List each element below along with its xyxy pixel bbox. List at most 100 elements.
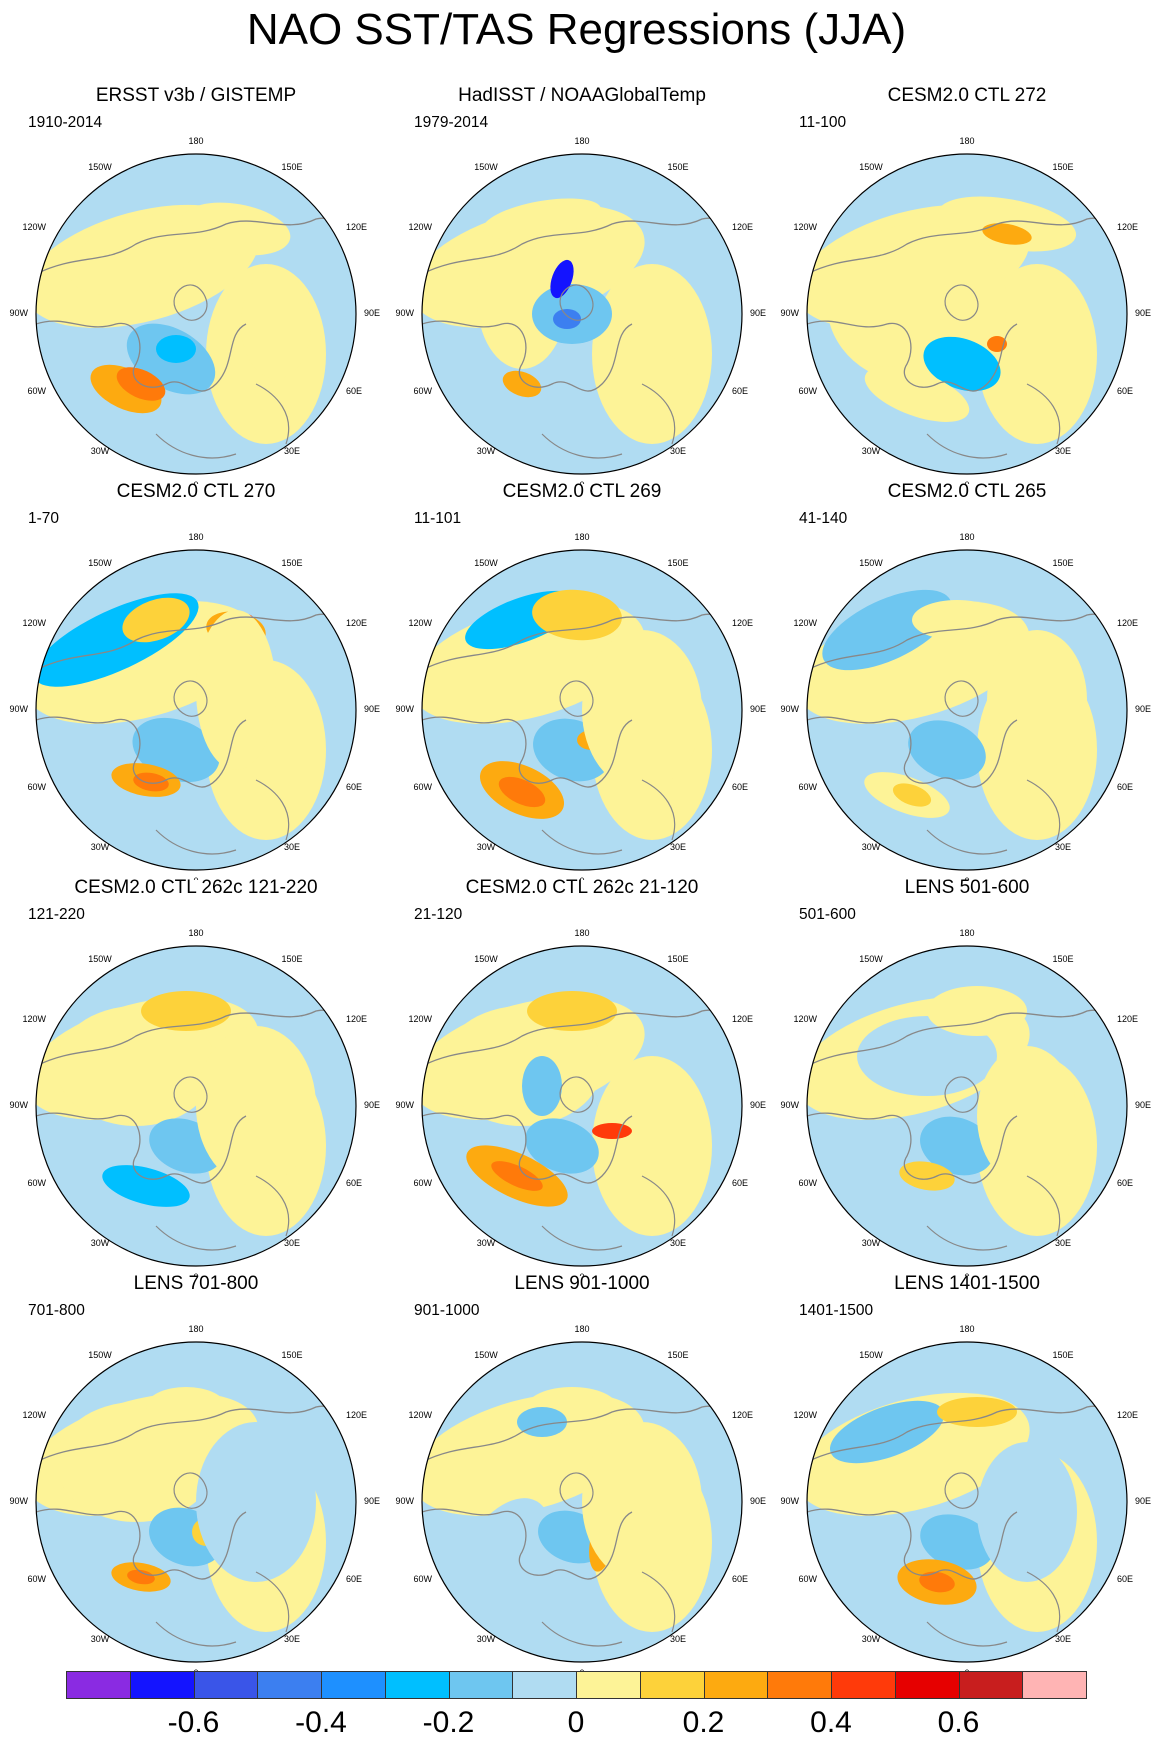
- longitude-label: 30W: [477, 1634, 496, 1644]
- colorbar-swatch: [767, 1671, 832, 1699]
- longitude-label: 60W: [413, 1178, 432, 1188]
- longitude-label: 150E: [281, 1350, 302, 1360]
- panel-years: 1401-1500: [799, 1302, 874, 1319]
- longitude-label: 150W: [474, 1350, 498, 1360]
- coastline: [559, 1076, 594, 1113]
- anomaly-region: [527, 991, 617, 1031]
- colorbar-swatch: [958, 1671, 1024, 1699]
- longitude-label: 30W: [477, 1238, 496, 1248]
- longitude-label: 150W: [859, 954, 883, 964]
- longitude-label: 180: [574, 136, 589, 146]
- polar-map: 180 0 150W 120W 90W 60W 30W 150E 120E 90E 60E 30E: [9, 532, 380, 880]
- longitude-label: 120E: [346, 1410, 367, 1420]
- anomaly-region: [181, 202, 291, 256]
- map-panel: LENS 501-600 501-600 180 0 150W 120W 90W 60W 30W…: [777, 876, 1153, 1276]
- coastline: [422, 613, 742, 671]
- longitude-label: 30E: [670, 842, 686, 852]
- coastline: [559, 1472, 594, 1509]
- longitude-label: 90W: [780, 1496, 799, 1506]
- panel-years: 901-1000: [414, 1302, 480, 1319]
- panel-title: CESM2.0 CTL 265: [887, 481, 1047, 502]
- longitude-label: 60E: [346, 1574, 362, 1584]
- colorbar-tick-label: -0.6: [167, 1706, 220, 1739]
- longitude-label: 60E: [346, 782, 362, 792]
- coastline: [36, 320, 247, 392]
- longitude-label: 30W: [862, 1238, 881, 1248]
- longitude-label: 60E: [1117, 1574, 1133, 1584]
- panel-years: 21-120: [414, 906, 463, 923]
- map-border: [421, 153, 743, 475]
- longitude-label: 90W: [395, 308, 414, 318]
- anomaly-region: [977, 264, 1097, 444]
- panel-title: LENS 501-600: [904, 877, 1030, 898]
- map-border: [806, 945, 1128, 1267]
- longitude-label: 0: [964, 1272, 969, 1276]
- map-border: [35, 945, 357, 1267]
- longitude-label: 30E: [284, 842, 300, 852]
- longitude-label: 30E: [1055, 1634, 1071, 1644]
- map-panel: LENS 701-800 701-800 180 0 150W 120W 90W 60W 30W…: [6, 1272, 386, 1672]
- longitude-label: 90E: [364, 1100, 380, 1110]
- longitude-label: 150W: [88, 558, 112, 568]
- longitude-label: 60W: [27, 386, 46, 396]
- longitude-label: 90E: [1135, 704, 1151, 714]
- anomaly-region: [977, 1442, 1077, 1582]
- anomaly-region: [593, 341, 691, 407]
- map-border: [806, 153, 1128, 475]
- map-panel: CESM2.0 CTL 272 11-100 180 0 150W 120W 90W 60W 3…: [777, 84, 1153, 484]
- anomaly-region: [127, 1569, 155, 1585]
- longitude-label: 90W: [395, 704, 414, 714]
- longitude-label: 120E: [732, 222, 753, 232]
- coastline: [422, 217, 742, 275]
- coastline: [944, 1472, 979, 1509]
- colorbar-swatch: [512, 1671, 577, 1699]
- coastline: [173, 680, 208, 717]
- longitude-label: 30E: [1055, 842, 1071, 852]
- polar-map: 180 0 150W 120W 90W 60W 30W 150E 120E 90E 60E 30E: [780, 532, 1151, 880]
- coastline: [173, 1472, 208, 1509]
- longitude-label: 90W: [780, 308, 799, 318]
- panel-years: 11-100: [799, 114, 847, 131]
- polar-map: 180 0 150W 120W 90W 60W 30W 150E 120E 90E 60E 30E: [9, 928, 380, 1276]
- map-panel: CESM2.0 CTL 265 41-140 180 0 150W 120W 90W 60W 3…: [777, 480, 1153, 880]
- coastline: [541, 779, 676, 855]
- longitude-label: 60W: [798, 386, 817, 396]
- longitude-label: 150W: [859, 1350, 883, 1360]
- longitude-label: 120E: [346, 618, 367, 628]
- polar-map: 180 0 150W 120W 90W 60W 30W 150E 120E 90E 60E 30E: [395, 928, 766, 1276]
- panel-title: CESM2.0 CTL 272: [887, 85, 1047, 106]
- longitude-label: 120E: [732, 618, 753, 628]
- longitude-label: 180: [188, 928, 203, 938]
- longitude-label: 60W: [27, 1178, 46, 1188]
- map-border: [421, 945, 743, 1267]
- coastline: [36, 217, 356, 275]
- longitude-label: 0: [964, 876, 969, 880]
- longitude-label: 120E: [1117, 1014, 1138, 1024]
- anomaly-region: [491, 1161, 543, 1191]
- coastline: [36, 1112, 247, 1184]
- longitude-label: 90E: [750, 704, 766, 714]
- anomaly-region: [141, 991, 231, 1031]
- longitude-label: 60W: [413, 1574, 432, 1584]
- longitude-label: 0: [193, 1272, 198, 1276]
- longitude-label: 90W: [9, 704, 28, 714]
- coastline: [807, 613, 1127, 671]
- coastline: [422, 320, 633, 392]
- longitude-label: 60E: [1117, 386, 1133, 396]
- colorbar-swatch: [1022, 1671, 1087, 1699]
- panel-years: 701-800: [28, 1302, 85, 1319]
- coastline: [807, 1112, 1018, 1184]
- longitude-label: 120E: [732, 1014, 753, 1024]
- coastline: [422, 716, 633, 788]
- anomaly-region: [452, 1498, 552, 1626]
- coastline: [926, 1175, 1061, 1251]
- longitude-label: 0: [964, 1668, 969, 1672]
- longitude-label: 30E: [284, 1238, 300, 1248]
- coastline: [541, 1175, 676, 1251]
- longitude-label: 150W: [859, 558, 883, 568]
- longitude-label: 120E: [346, 222, 367, 232]
- colorbar-tick-label: 0: [567, 1706, 585, 1739]
- longitude-label: 150E: [667, 558, 688, 568]
- longitude-label: 0: [193, 1668, 198, 1672]
- map-panel: LENS 901-1000 901-1000 180 0 150W 120W 90W 60W 3…: [392, 1272, 772, 1672]
